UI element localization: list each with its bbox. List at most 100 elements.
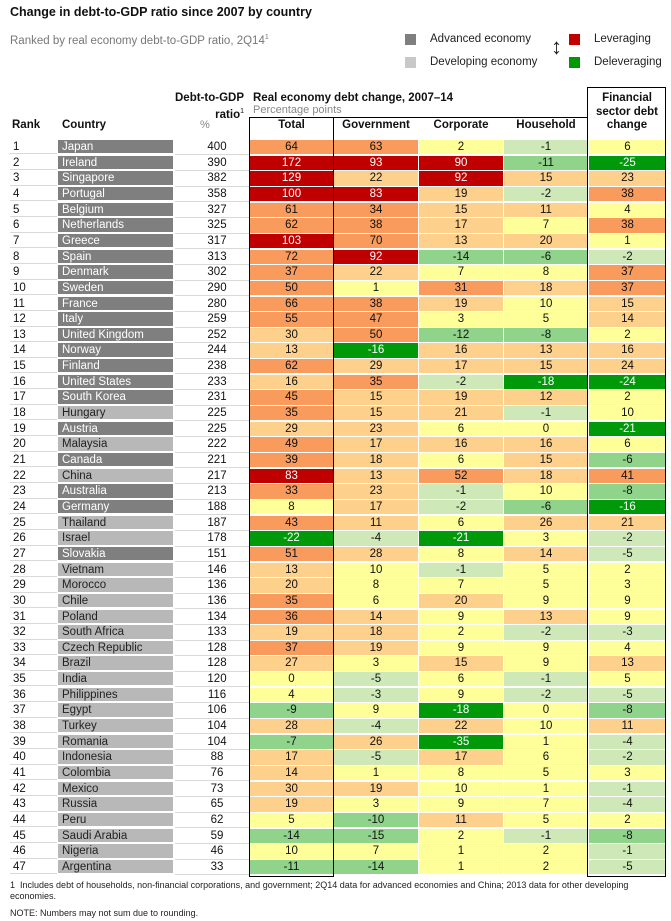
table-row: 46 Nigeria 46 10 7 1 2 -1 [10, 844, 666, 860]
ratio-cell: 327 [175, 203, 259, 218]
financial-cell: -6 [589, 453, 666, 469]
government-cell: 63 [334, 140, 418, 156]
ratio-cell: 76 [175, 766, 259, 782]
government-cell: -14 [334, 859, 418, 876]
corporate-cell: 15 [419, 656, 503, 672]
corporate-cell: 2 [419, 140, 503, 156]
rank-cell: 22 [10, 469, 57, 484]
country-cell: Nigeria [58, 844, 173, 859]
financial-cell: 38 [589, 218, 666, 234]
government-cell: 7 [334, 844, 418, 860]
country-cell: Slovakia [58, 546, 173, 562]
country-cell: Brazil [58, 656, 173, 671]
household-cell: 16 [504, 437, 588, 453]
header-group: Real economy debt change, 2007–14 [253, 92, 454, 104]
header-ratio-unit: % [200, 119, 210, 131]
financial-cell: -5 [589, 687, 666, 704]
ratio-cell: 151 [175, 547, 259, 563]
corporate-cell: 2 [419, 625, 503, 641]
ratio-cell: 136 [175, 594, 259, 610]
corporate-cell: 9 [419, 609, 503, 625]
total-cell: 50 [250, 280, 333, 297]
government-cell: 6 [334, 593, 418, 610]
corporate-cell: 19 [419, 390, 503, 406]
ratio-cell: 104 [175, 719, 259, 735]
rank-cell: 1 [10, 140, 57, 155]
household-cell: -1 [504, 672, 588, 688]
ratio-cell: 217 [175, 469, 259, 485]
household-cell: 5 [504, 766, 588, 782]
government-cell: 35 [334, 374, 418, 391]
government-cell: 19 [334, 640, 418, 657]
financial-cell: -8 [589, 484, 666, 500]
total-cell: 39 [250, 453, 333, 469]
government-cell: 10 [334, 562, 418, 578]
rank-cell: 20 [10, 437, 57, 452]
ratio-cell: 325 [175, 218, 259, 234]
government-cell: -10 [334, 812, 418, 829]
rank-cell: 10 [10, 281, 57, 296]
total-cell: 51 [250, 546, 333, 563]
financial-cell: -24 [589, 374, 666, 391]
country-cell: Russia [58, 797, 173, 812]
financial-cell: 4 [589, 640, 666, 657]
country-cell: Singapore [58, 171, 173, 186]
ratio-footnote-mark: 1 [240, 108, 244, 115]
household-cell: 7 [504, 218, 588, 234]
rank-cell: 33 [10, 641, 57, 656]
rank-cell: 36 [10, 688, 57, 703]
table-row: 15 Finland 238 62 29 17 15 24 [10, 359, 666, 375]
country-cell: Sweden [58, 280, 173, 296]
country-cell: United States [58, 374, 173, 390]
government-cell: 28 [334, 546, 418, 563]
government-cell: 14 [334, 609, 418, 625]
table-row: 17 South Korea 231 45 15 19 12 2 [10, 390, 666, 406]
corporate-cell: 8 [419, 766, 503, 782]
country-cell: Norway [58, 343, 173, 358]
total-cell: 43 [250, 515, 333, 531]
corporate-cell: -35 [419, 734, 503, 751]
household-cell: 2 [504, 844, 588, 860]
rank-cell: 29 [10, 578, 57, 593]
rank-cell: 12 [10, 312, 57, 327]
rank-cell: 26 [10, 531, 57, 546]
corporate-cell: -1 [419, 484, 503, 500]
corporate-cell: 9 [419, 797, 503, 813]
total-cell: 49 [250, 437, 333, 453]
ratio-cell: 400 [175, 140, 259, 156]
note: NOTE: Numbers may not sum due to roundin… [10, 908, 199, 918]
total-cell: -22 [250, 531, 333, 547]
country-cell: Greece [58, 233, 173, 249]
financial-cell: 14 [589, 312, 666, 328]
header-corporate: Corporate [433, 119, 489, 131]
corporate-cell: 9 [419, 640, 503, 657]
government-cell: 83 [334, 186, 418, 203]
corporate-cell: 31 [419, 280, 503, 297]
advanced-swatch [405, 33, 416, 45]
subtitle-footnote-mark: 1 [264, 34, 269, 41]
country-cell: Thailand [58, 515, 173, 530]
country-cell: Italy [58, 312, 173, 327]
total-cell: 19 [250, 625, 333, 641]
financial-cell: 6 [589, 437, 666, 453]
country-cell: Ireland [58, 155, 173, 171]
table-row: 24 Germany 188 8 17 -2 -6 -16 [10, 499, 666, 516]
corporate-cell: 21 [419, 406, 503, 422]
government-cell: 1 [334, 766, 418, 782]
total-cell: 5 [250, 812, 333, 829]
ratio-cell: 104 [175, 735, 259, 751]
table-row: 43 Russia 65 19 3 9 7 -4 [10, 797, 666, 813]
table-row: 37 Egypt 106 -9 9 -18 0 -8 [10, 703, 666, 719]
corporate-cell: 19 [419, 296, 503, 312]
household-cell: 8 [504, 265, 588, 281]
government-cell: -4 [334, 531, 418, 547]
household-cell: -8 [504, 327, 588, 344]
table-row: 29 Morocco 136 20 8 7 5 3 [10, 578, 666, 594]
government-cell: 47 [334, 312, 418, 328]
table-row: 18 Hungary 225 35 15 21 -1 10 [10, 406, 666, 422]
household-cell: 5 [504, 578, 588, 594]
total-cell: 35 [250, 406, 333, 422]
table-row: 4 Portugal 358 100 83 19 -2 38 [10, 186, 666, 203]
table-row: 44 Peru 62 5 -10 11 5 2 [10, 812, 666, 829]
table-row: 14 Norway 244 13 -16 16 13 16 [10, 343, 666, 359]
